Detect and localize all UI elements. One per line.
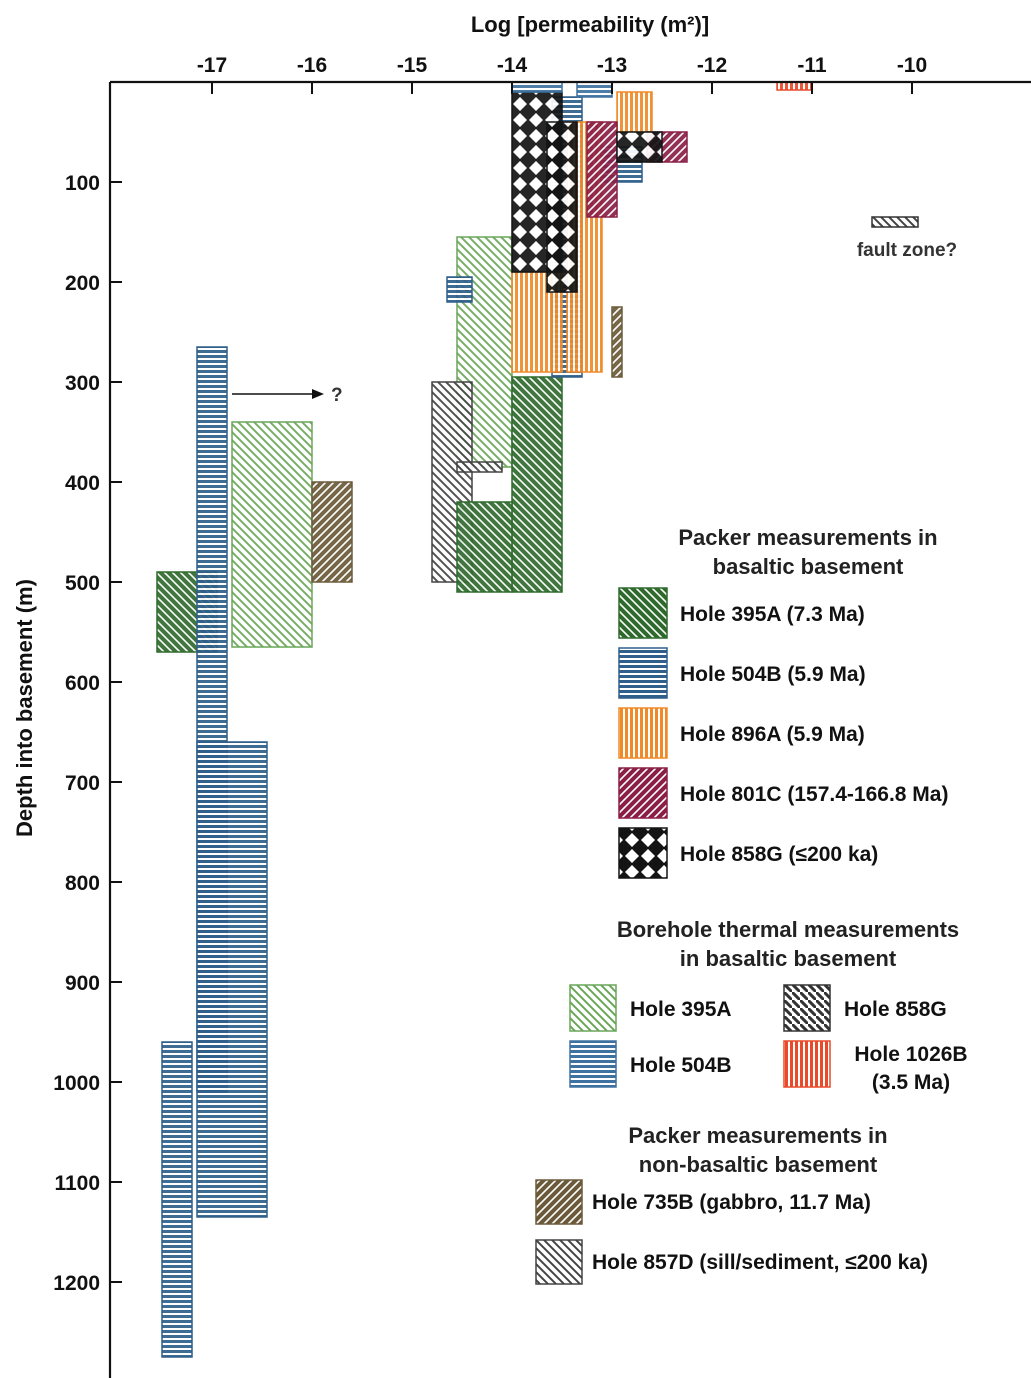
legend-label-n857D: Hole 857D (sill/sediment, ≤200 ka): [592, 1251, 928, 1274]
y-tick-label: 900: [65, 972, 100, 995]
range-bar-p801C: [586, 121, 618, 218]
x-tick-label: -10: [897, 54, 927, 77]
range-bar-t1026B: [776, 81, 813, 91]
legend-swatch-p395A: [618, 587, 668, 639]
legend-label-p896A: Hole 896A (5.9 Ma): [680, 723, 865, 746]
y-tick-marks: [110, 181, 122, 1283]
x-tick-label: -14: [497, 54, 528, 77]
legend-group-title: basaltic basement: [713, 554, 904, 579]
legend-swatch-t858G: [783, 984, 831, 1032]
range-bar-p896A: [616, 91, 653, 133]
legend-swatch-n735B: [535, 1179, 583, 1225]
legend-label-t395A: Hole 395A: [630, 998, 732, 1021]
y-tick-labels: 100 200 300 400 500 600 700 800 900 1000 1100 1200: [53, 172, 100, 1295]
fault-zone-label: fault zone?: [857, 240, 957, 261]
y-tick-label: 700: [65, 772, 100, 795]
legend-swatch-t395A: [569, 984, 617, 1032]
legend-group-title: in basaltic basement: [680, 946, 897, 971]
x-tick-labels: -17 -16 -15 -14 -13 -12 -11 -10: [197, 54, 927, 77]
fault-zone-swatch: [871, 216, 919, 228]
legend-group-title: Borehole thermal measurements: [617, 917, 959, 942]
range-bar-p504B: [161, 1041, 193, 1358]
legend-swatch-t1026B: [783, 1040, 831, 1088]
y-tick-label: 400: [65, 472, 100, 495]
y-tick-label: 1100: [54, 1172, 100, 1195]
y-tick-label: 300: [65, 372, 100, 395]
range-bar-n857D: [456, 461, 503, 473]
x-tick-label: -17: [197, 54, 227, 77]
y-tick-label: 1200: [53, 1272, 100, 1295]
legend-label-t1026B-sub: (3.5 Ma): [872, 1071, 950, 1094]
legend-swatch-p504B: [618, 647, 668, 699]
arrow-annotation: ?: [232, 385, 343, 406]
y-tick-label: 1000: [53, 1072, 100, 1095]
data-ranges: [156, 81, 813, 1358]
x-tick-label: -16: [297, 54, 327, 77]
legend-label-t504B: Hole 504B: [630, 1054, 732, 1077]
legend-group-title: Packer measurements in: [678, 525, 937, 550]
y-axis-title: Depth into basement (m): [12, 579, 37, 837]
range-bar-p504B: [196, 741, 268, 1218]
x-tick-label: -15: [397, 54, 428, 77]
range-bar-t395A: [231, 421, 313, 648]
y-tick-label: 500: [65, 572, 100, 595]
legend-label-p395A: Hole 395A (7.3 Ma): [680, 603, 865, 626]
plot-frame: [108, 80, 1031, 1378]
arrow-question-label: ?: [331, 385, 343, 406]
x-tick-label: -12: [697, 54, 727, 77]
range-bar-p858G: [546, 121, 578, 293]
legend-swatch-p801C: [618, 767, 668, 819]
x-tick-label: -11: [797, 54, 827, 77]
legend-group-title: Packer measurements in: [628, 1123, 887, 1148]
legend-label-p504B: Hole 504B (5.9 Ma): [680, 663, 866, 686]
x-tick-label: -13: [597, 54, 627, 77]
y-tick-label: 800: [65, 872, 100, 895]
range-bar-p395A: [511, 376, 563, 593]
legend-swatch-p896A: [618, 707, 668, 759]
legend-label-t1026B: Hole 1026B: [854, 1043, 967, 1066]
range-bar-t504B: [576, 81, 613, 98]
range-bar-p504B: [446, 276, 473, 303]
x-axis-title: Log [permeability (m²)]: [471, 12, 709, 37]
legend-group-title: non-basaltic basement: [639, 1152, 878, 1177]
y-tick-label: 200: [65, 272, 100, 295]
legend-swatch-p858G: [618, 827, 668, 879]
legend-label-p801C: Hole 801C (157.4-166.8 Ma): [680, 783, 948, 806]
legend-swatch-t504B: [569, 1040, 617, 1088]
y-tick-label: 100: [65, 172, 100, 195]
range-bar-p858G: [616, 131, 663, 163]
fault-zone-annotation: fault zone?: [857, 216, 957, 261]
range-bar-t504B: [511, 81, 563, 93]
legend-label-n735B: Hole 735B (gabbro, 11.7 Ma): [592, 1191, 871, 1214]
legend-label-t858G: Hole 858G: [844, 998, 947, 1021]
range-bar-n735B: [311, 481, 353, 583]
range-bar-p395A: [456, 501, 513, 593]
range-bar-n735B: [611, 306, 623, 378]
y-tick-label: 600: [65, 672, 100, 695]
legend-label-p858G: Hole 858G (≤200 ka): [680, 843, 878, 866]
legend: Packer measurements in basaltic basement H…: [535, 525, 968, 1285]
x-tick-marks: [211, 82, 913, 94]
legend-swatch-n857D: [535, 1239, 583, 1285]
